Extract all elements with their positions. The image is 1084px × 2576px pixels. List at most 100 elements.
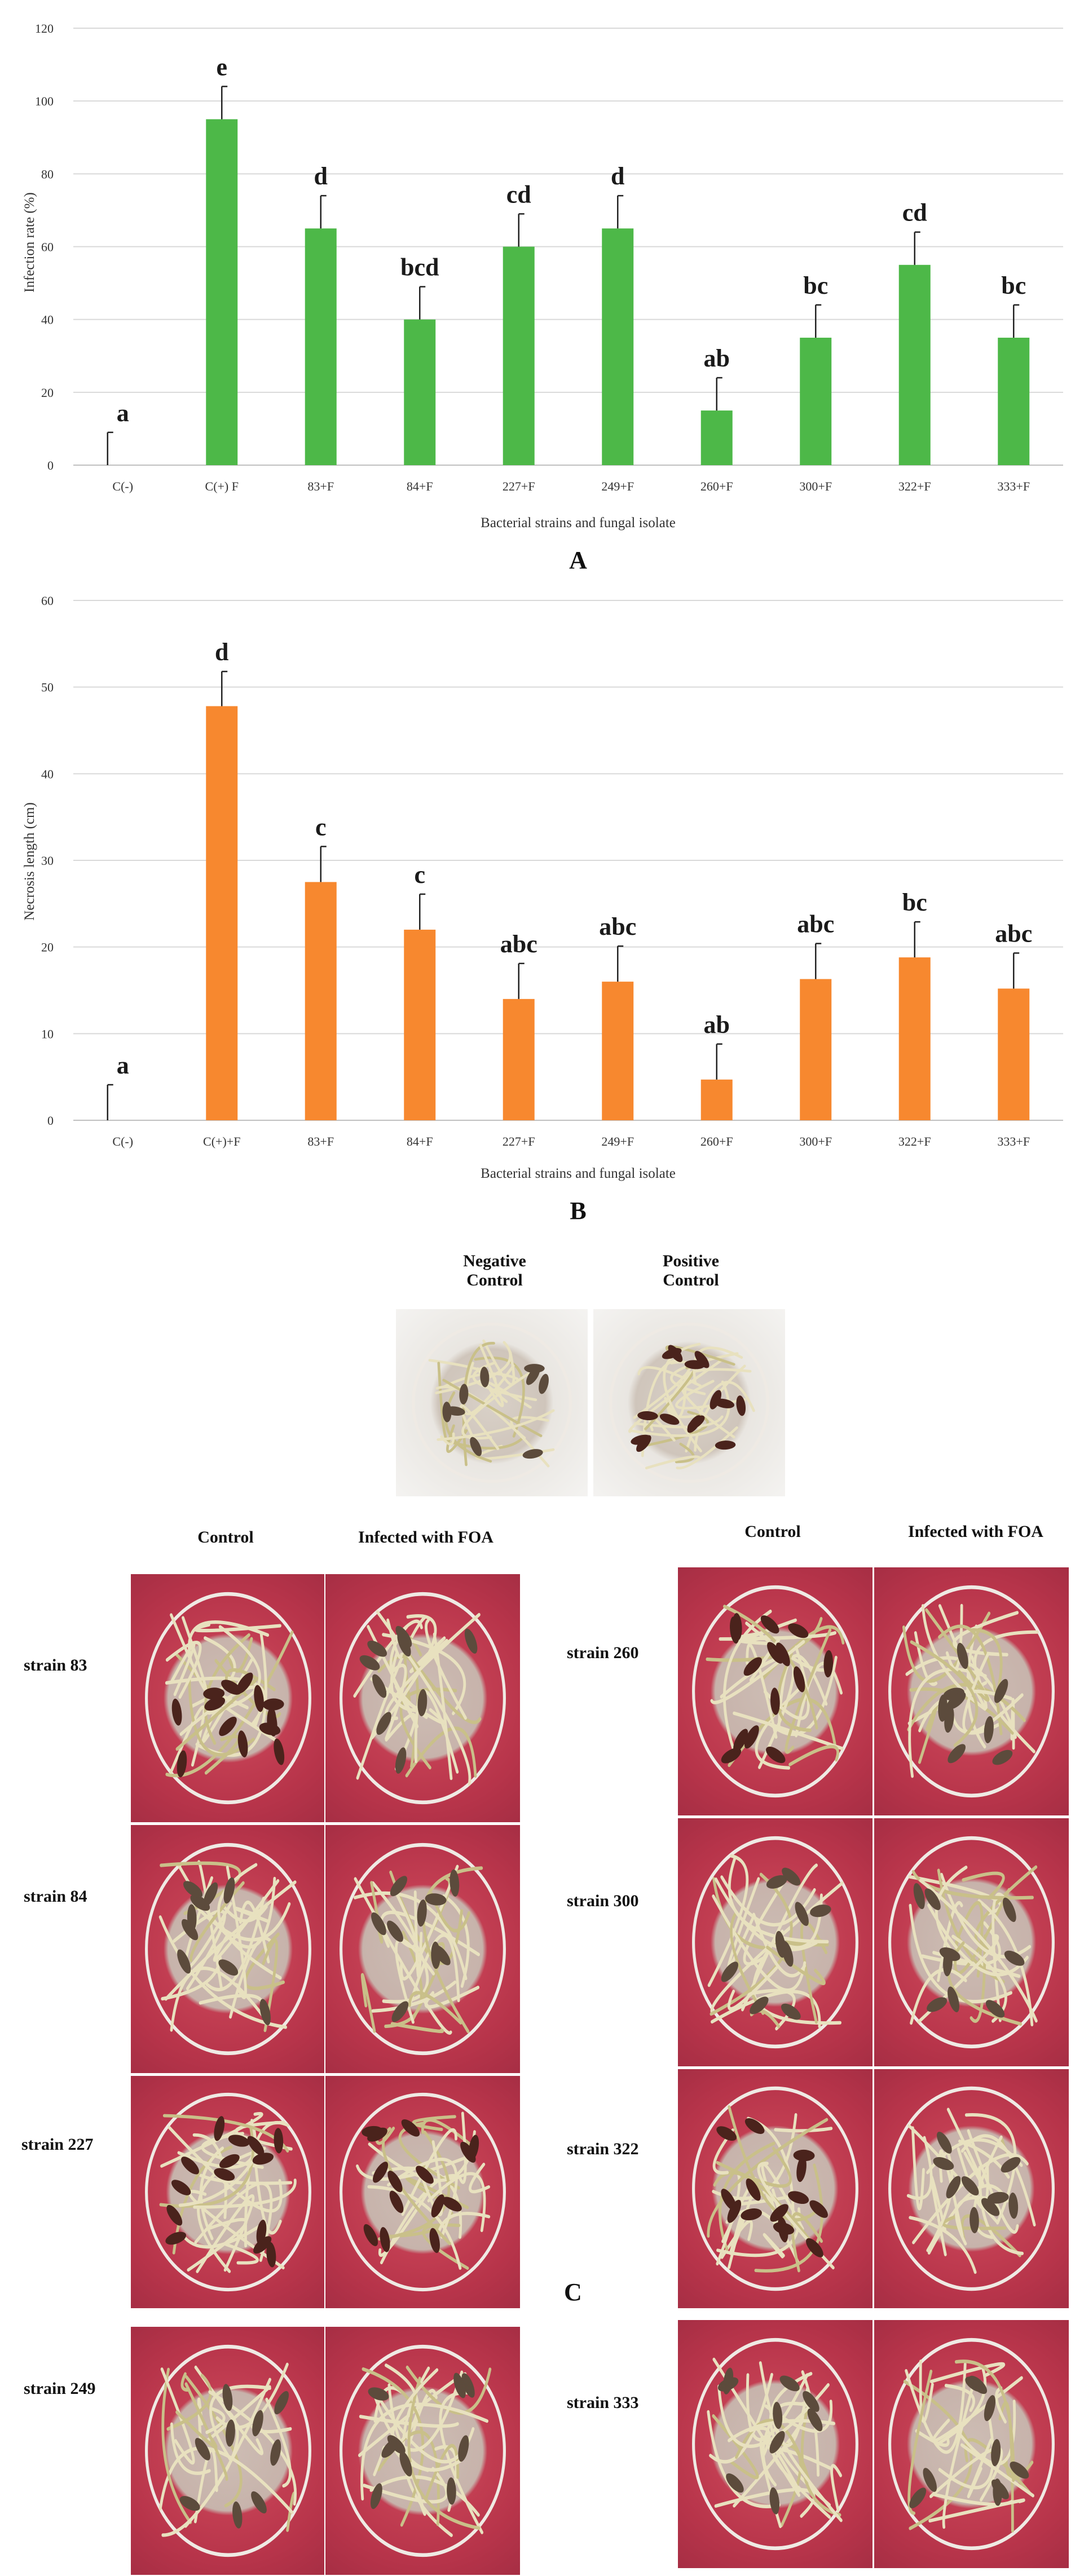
chart-a-xtick-label: 333+F — [997, 479, 1030, 493]
chart-a-bar — [503, 246, 535, 465]
chart-b-bar — [305, 882, 337, 1120]
photo-seedling-dish — [130, 1824, 327, 2074]
seedling-dish-drawing — [888, 1585, 1055, 1798]
chart-a-sig-letter: bc — [803, 272, 828, 299]
chart-b-sig-letter: c — [315, 813, 327, 841]
left-control-header: Control — [197, 1528, 254, 1547]
photo-seedling-dish — [873, 2319, 1070, 2569]
chart-a-ytick-label: 40 — [41, 313, 54, 327]
right-infected-header: Infected with FOA — [908, 1522, 1043, 1541]
photo-seedling-dish — [324, 2326, 521, 2576]
chart-b-ylabel: Necrosis length (cm) — [22, 802, 37, 921]
chart-a-xtick-label: C(+) F — [205, 479, 239, 493]
chart-a-xtick-label: 84+F — [407, 479, 433, 493]
chart-b-xtick-label: 322+F — [898, 1134, 931, 1148]
chart-a-bar — [305, 228, 337, 465]
chart-b-sig-letter: d — [215, 638, 228, 666]
chart-b-xtick-label: C(-) — [112, 1134, 133, 1148]
chart-a-xtick-label: 83+F — [307, 479, 334, 493]
photo-seedling-dish — [677, 1566, 874, 1817]
chart-a-xtick-label: 227+F — [503, 479, 535, 493]
panel-c-letter: C — [564, 2278, 582, 2306]
chart-b-xtick-label: 333+F — [997, 1134, 1030, 1148]
photo-negative-control — [395, 1308, 589, 1497]
row-label-strain-333: strain 333 — [567, 2393, 639, 2412]
chart-a-xtick-label: 249+F — [601, 479, 634, 493]
chart-b-ytick-label: 0 — [47, 1114, 54, 1128]
chart-b: Necrosis length (cm) Bacterial strains a… — [22, 594, 1063, 1225]
chart-b-xtick-label: 260+F — [700, 1134, 733, 1148]
chart-b-bar — [998, 988, 1030, 1120]
photo-seedling-dish — [130, 2075, 327, 2309]
row-label-strain-84: strain 84 — [24, 1887, 87, 1906]
photo-seedling-dish — [324, 2075, 521, 2309]
photo-seedling-dish — [677, 1817, 874, 2067]
chart-a-sig-letter: bc — [1001, 272, 1026, 299]
chart-b-bar — [700, 1079, 733, 1120]
seedling-dish-drawing — [340, 1842, 506, 2056]
photo-seedling-dish — [677, 2068, 874, 2309]
photo-seedling-dish — [677, 2319, 874, 2569]
chart-a-ytick-label: 0 — [47, 458, 54, 472]
seedling-dish-drawing — [340, 2092, 506, 2292]
chart-b-ytick-label: 30 — [41, 854, 54, 868]
chart-a-xlabel: Bacterial strains and fungal isolate — [481, 515, 676, 531]
chart-b-ytick-label: 60 — [41, 594, 54, 608]
seedling-dish-drawing — [888, 2086, 1055, 2291]
chart-a-sig-letter: d — [611, 162, 624, 190]
chart-a-sig-letter: cd — [902, 199, 927, 227]
chart-b-xtick-label: 83+F — [307, 1134, 334, 1148]
seedling-dish-drawing — [145, 2092, 311, 2292]
seedling-dish-drawing — [340, 2344, 506, 2557]
chart-b-bar — [404, 929, 436, 1120]
row-label-strain-300: strain 300 — [567, 1892, 639, 1910]
seedling-dish-drawing — [145, 1842, 311, 2056]
chart-a-ytick-label: 120 — [35, 21, 54, 36]
seedling-dish-drawing — [692, 2338, 858, 2551]
chart-a-sig-letter: bcd — [400, 254, 439, 281]
right-control-header: Control — [744, 1522, 801, 1541]
seedling-dish-drawing — [692, 1585, 858, 1798]
chart-b-sig-letter: c — [414, 861, 425, 889]
chart-b-sig-letter: a — [117, 1051, 129, 1079]
chart-a-sig-letter: a — [117, 399, 129, 427]
chart-a-bar — [602, 228, 634, 465]
chart-a-sig-letter: d — [314, 162, 328, 190]
seedling-dish-drawing — [412, 1323, 572, 1483]
chart-a-bar — [700, 410, 733, 465]
chart-b-ytick-label: 40 — [41, 767, 54, 781]
negative-control-header: Negative Control — [463, 1252, 526, 1289]
photo-seedling-dish — [873, 2068, 1070, 2309]
chart-a-ytick-label: 20 — [41, 386, 54, 400]
chart-b-xtick-label: 227+F — [503, 1134, 535, 1148]
chart-a-ytick-label: 60 — [41, 240, 54, 254]
chart-a-xtick-label: 322+F — [898, 479, 931, 493]
chart-a-sig-letter: ab — [704, 344, 730, 372]
chart-a: Infection rate (%) Bacterial strains and… — [22, 21, 1063, 574]
chart-a-xtick-label: 260+F — [700, 479, 733, 493]
positive-control-header: Positive Control — [663, 1252, 719, 1289]
chart-b-ytick-label: 20 — [41, 940, 54, 955]
seedling-dish-drawing — [145, 2344, 311, 2557]
photo-seedling-dish — [130, 2326, 327, 2576]
chart-a-xtick-label: C(-) — [112, 479, 133, 493]
seedling-dish-drawing — [145, 1592, 311, 1805]
chart-a-panel-letter: A — [569, 546, 587, 574]
photo-seedling-dish — [130, 1573, 327, 1823]
row-label-strain-227: strain 227 — [21, 2135, 94, 2154]
row-label-strain-249: strain 249 — [24, 2379, 96, 2398]
chart-b-bar — [602, 982, 634, 1120]
chart-a-bar — [404, 319, 436, 465]
chart-a-bar — [998, 337, 1030, 465]
chart-b-sig-letter: abc — [995, 920, 1032, 947]
chart-b-bar — [898, 957, 931, 1120]
chart-b-xtick-label: 300+F — [799, 1134, 832, 1148]
photo-seedling-dish — [324, 1573, 521, 1823]
chart-b-xlabel: Bacterial strains and fungal isolate — [481, 1166, 676, 1181]
row-label-strain-322: strain 322 — [567, 2140, 639, 2158]
chart-a-bar — [800, 337, 832, 465]
chart-b-bar — [206, 706, 238, 1120]
seedling-dish-drawing — [692, 1836, 858, 2049]
chart-a-xtick-label: 300+F — [799, 479, 832, 493]
photo-seedling-dish — [873, 1817, 1070, 2067]
